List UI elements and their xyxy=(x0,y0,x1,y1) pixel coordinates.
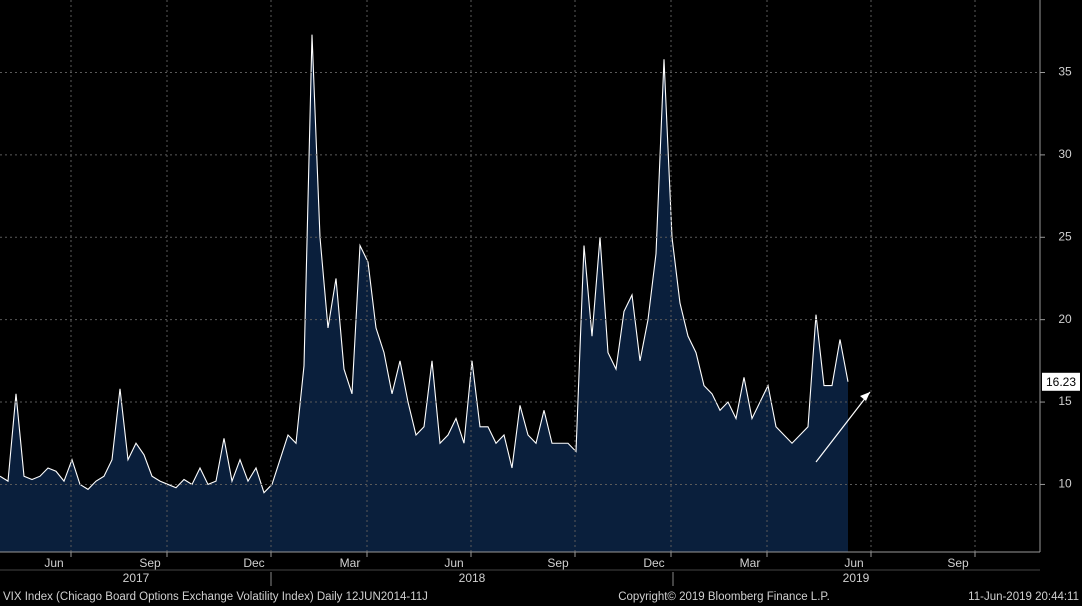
series-line xyxy=(0,34,849,494)
x-tick-label: Jun xyxy=(44,556,63,570)
x-tick-label: Jun xyxy=(844,556,863,570)
last-value-box xyxy=(1042,372,1080,391)
x-tick-label: Mar xyxy=(740,556,761,570)
trend-arrow-head xyxy=(860,392,870,401)
x-tick-label: Jun xyxy=(444,556,463,570)
trend-arrow xyxy=(815,391,871,463)
x-tick-label: Sep xyxy=(547,556,569,570)
x-tick-label: Dec xyxy=(243,556,264,570)
x-group-label: 2019 xyxy=(843,571,870,585)
x-tick-label: Dec xyxy=(643,556,664,570)
footer-left: VIX Index (Chicago Board Options Exchang… xyxy=(3,591,428,603)
x-tick-label: Mar xyxy=(340,556,361,570)
last-value-label: 16.23 xyxy=(1046,375,1076,389)
y-tick-label: 25 xyxy=(1058,229,1072,243)
y-tick-label: 30 xyxy=(1058,147,1072,161)
x-group-label: 2018 xyxy=(459,571,486,585)
series-area xyxy=(0,34,848,553)
footer-center: Copyright© 2019 Bloomberg Finance L.P. xyxy=(618,591,830,603)
y-tick-label: 20 xyxy=(1058,312,1072,326)
x-tick-label: Sep xyxy=(139,556,161,570)
y-tick-label: 10 xyxy=(1058,477,1072,491)
footer-right: 11-Jun-2019 20:44:11 xyxy=(968,591,1079,603)
y-tick-label: 35 xyxy=(1058,65,1072,79)
y-tick-label: 15 xyxy=(1058,394,1072,408)
x-group-label: 2017 xyxy=(123,571,150,585)
x-tick-label: Sep xyxy=(947,556,969,570)
plot: 16.23 10 15 20 25 30 35 Jun Sep Dec Mar Jun Sep Dec Ma… xyxy=(0,0,1080,585)
